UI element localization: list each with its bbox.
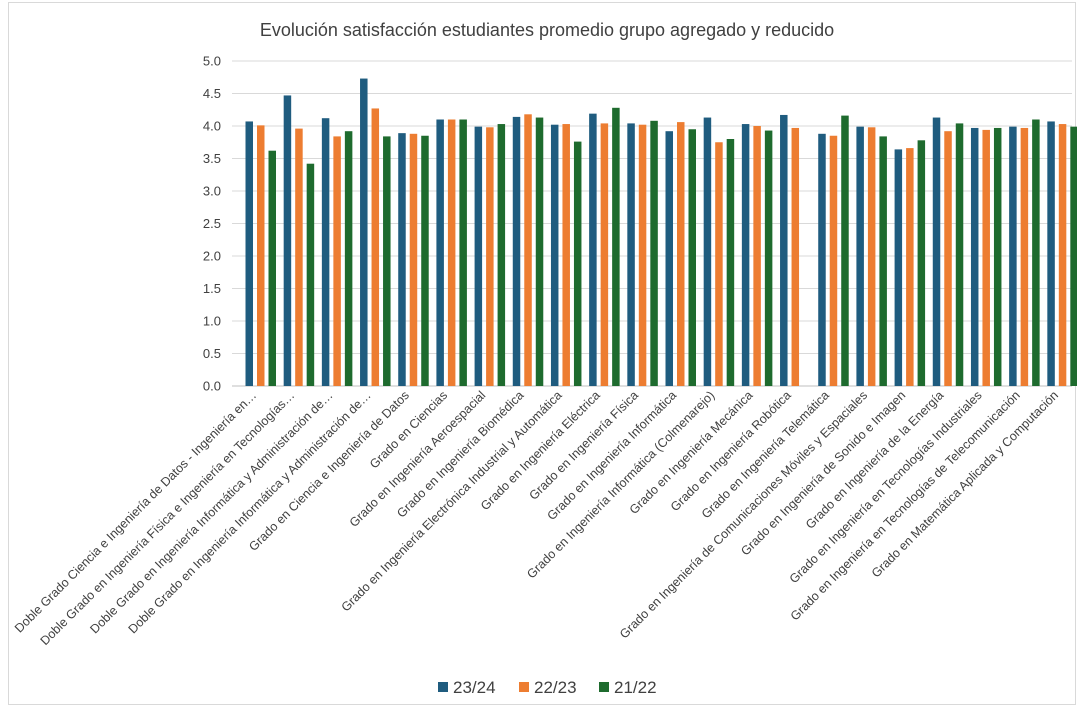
bar-22-23-10 — [638, 124, 647, 386]
bar-23-24-18 — [932, 117, 941, 387]
bar-23-24-11 — [665, 131, 673, 386]
bar-22-23-1 — [295, 128, 303, 386]
y-tick-label: 4.0 — [203, 119, 221, 134]
bar-22-23-3 — [371, 108, 380, 386]
bar-21-22-1 — [306, 163, 315, 386]
bar-21-22-11 — [688, 129, 696, 386]
bar-21-22-21 — [1070, 126, 1077, 387]
legend-label: 23/24 — [453, 678, 496, 697]
legend-label: 21/22 — [614, 678, 657, 697]
bar-23-24-3 — [360, 78, 368, 387]
bar-21-22-18 — [955, 123, 964, 387]
y-tick-label: 0.5 — [203, 346, 221, 361]
y-tick-label: 3.0 — [203, 184, 221, 199]
bar-21-22-2 — [344, 131, 353, 386]
bar-21-22-4 — [421, 135, 429, 386]
bar-22-23-16 — [867, 127, 876, 387]
legend-swatch-21-22 — [599, 682, 609, 692]
bar-21-22-9 — [612, 107, 620, 387]
bar-22-23-21 — [1058, 124, 1067, 387]
bar-22-23-2 — [333, 136, 341, 386]
bar-21-22-15 — [841, 115, 849, 386]
x-category-label: Doble Grado en Ingeniería Física e Ingen… — [38, 388, 298, 648]
bar-21-22-5 — [459, 119, 467, 386]
y-tick-label: 2.0 — [203, 249, 221, 264]
bar-21-22-16 — [879, 136, 887, 386]
bar-23-24-4 — [398, 133, 406, 386]
y-tick-label: 1.5 — [203, 281, 221, 296]
y-tick-label: 3.5 — [203, 151, 221, 166]
chart-title: Evolución satisfacción estudiantes prome… — [260, 20, 834, 40]
bar-21-22-12 — [726, 139, 735, 386]
bar-21-22-8 — [573, 141, 582, 386]
bar-21-22-3 — [383, 136, 391, 386]
bar-23-24-9 — [589, 113, 597, 387]
bar-23-24-5 — [436, 119, 444, 386]
bar-21-22-10 — [650, 120, 658, 387]
bar-22-23-9 — [600, 123, 609, 387]
bar-23-24-17 — [894, 149, 903, 386]
bar-22-23-15 — [829, 135, 838, 386]
bar-23-24-2 — [321, 118, 330, 386]
bar-22-23-14 — [791, 127, 800, 386]
bar-22-23-4 — [409, 133, 418, 386]
bar-23-24-13 — [741, 124, 750, 387]
bar-22-23-0 — [257, 125, 265, 386]
x-axis-categories: Doble Grado Ciencia e Ingeniería de Dato… — [12, 388, 1061, 648]
bar-23-24-19 — [970, 127, 979, 386]
bar-23-24-20 — [1009, 126, 1017, 387]
bar-23-24-6 — [474, 126, 483, 387]
bar-22-23-12 — [715, 142, 723, 386]
bar-23-24-10 — [627, 123, 635, 387]
bar-22-23-19 — [982, 129, 990, 386]
legend-swatch-23-24 — [438, 682, 448, 692]
bar-22-23-7 — [524, 114, 532, 387]
bar-23-24-12 — [703, 117, 712, 387]
bar-21-22-13 — [764, 130, 773, 386]
x-category-label: Grado en Ingeniería de la Energía — [803, 388, 947, 532]
bar-21-22-19 — [993, 127, 1002, 386]
bar-22-23-6 — [486, 127, 494, 387]
bar-21-22-6 — [497, 124, 506, 387]
bar-23-24-21 — [1047, 121, 1055, 386]
bar-23-24-0 — [245, 121, 253, 386]
y-tick-label: 0.0 — [203, 379, 221, 394]
x-category-label: Doble Grado Ciencia e Ingeniería de Dato… — [12, 388, 259, 635]
y-tick-label: 4.5 — [203, 86, 221, 101]
legend: 23/24 22/23 21/22 — [438, 678, 657, 697]
legend-label: 22/23 — [534, 678, 577, 697]
bar-22-23-20 — [1020, 127, 1029, 386]
y-tick-label: 2.5 — [203, 216, 221, 231]
bar-21-22-7 — [535, 117, 544, 387]
bar-22-23-17 — [906, 148, 914, 386]
y-tick-label: 5.0 — [203, 54, 221, 69]
bar-21-22-20 — [1032, 119, 1040, 386]
y-axis-ticks: 0.0 0.5 1.0 1.5 2.0 2.5 3.0 3.5 4.0 4.5 5.0 — [203, 54, 221, 394]
bar-23-24-7 — [512, 116, 521, 387]
bar-23-24-1 — [283, 95, 292, 386]
bar-22-23-18 — [944, 131, 952, 386]
bar-22-23-13 — [753, 126, 761, 386]
y-tick-label: 1.0 — [203, 314, 221, 329]
bar-23-24-14 — [780, 114, 788, 386]
legend-swatch-22-23 — [519, 682, 529, 692]
bar-22-23-5 — [447, 119, 456, 386]
x-category-label: Grado en Ingeniería Aeroespacial — [347, 388, 489, 530]
bar-22-23-11 — [677, 122, 685, 386]
bar-23-24-16 — [856, 126, 864, 387]
bars — [245, 78, 1077, 387]
bar-23-24-8 — [550, 124, 559, 386]
bar-22-23-8 — [562, 124, 570, 387]
bar-23-24-15 — [818, 133, 826, 386]
bar-21-22-0 — [268, 150, 276, 386]
bar-21-22-17 — [917, 140, 926, 386]
x-category-label: Grado en Ingeniería de Comunicaciones Mó… — [617, 388, 870, 641]
